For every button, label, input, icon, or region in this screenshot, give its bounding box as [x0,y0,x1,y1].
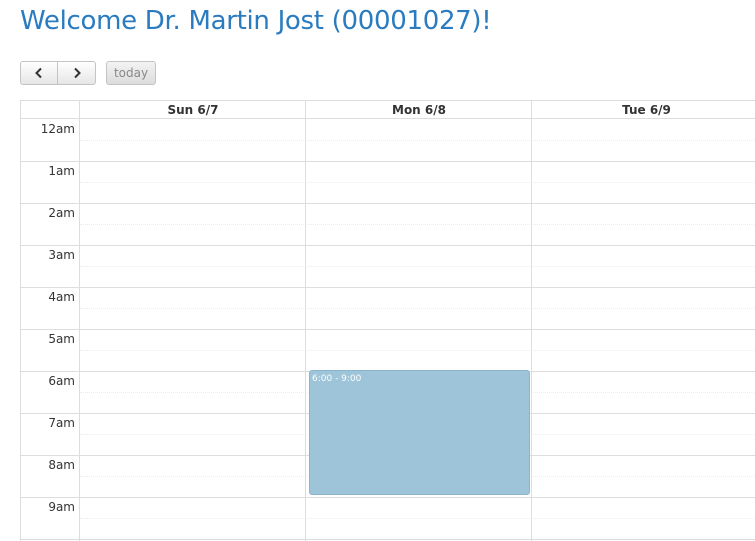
column-divider [79,119,80,541]
hour-divider [21,203,755,204]
hour-divider [21,161,755,162]
half-hour-divider [80,182,755,183]
time-label-8am: 8am [48,458,75,472]
half-hour-divider [80,140,755,141]
time-label-2am: 2am [48,206,75,220]
time-label-6am: 6am [48,374,75,388]
half-hour-divider [80,266,755,267]
half-hour-divider [80,224,755,225]
half-hour-divider [80,308,755,309]
time-label-5am: 5am [48,332,75,346]
half-hour-divider [80,518,755,519]
column-header-mon: Mon 6/8 [305,101,532,119]
column-header-sun: Sun 6/7 [79,101,306,119]
hour-divider [21,245,755,246]
calendar-time-grid: 12am 1am 2am 3am 4am 5am 6am 7am 8am 9am… [20,119,755,541]
calendar-header-row: Sun 6/7 Mon 6/8 Tue 6/9 [20,100,755,119]
time-label-12am: 12am [40,122,75,136]
hour-divider [21,539,755,540]
chevron-right-icon [73,67,81,79]
column-divider [531,119,532,541]
time-label-7am: 7am [48,416,75,430]
column-divider [305,119,306,541]
week-calendar: Sun 6/7 Mon 6/8 Tue 6/9 12am 1am 2a [20,100,755,541]
calendar-event[interactable]: 6:00 - 9:00 [309,370,530,495]
time-label-4am: 4am [48,290,75,304]
hour-divider [21,329,755,330]
time-label-1am: 1am [48,164,75,178]
chevron-left-icon [35,67,42,79]
column-header-tue: Tue 6/9 [531,101,755,119]
event-time: 6:00 - 9:00 [312,374,362,384]
time-label-9am: 9am [48,500,75,514]
half-hour-divider [80,350,755,351]
hour-divider [21,497,755,498]
page-title: Welcome Dr. Martin Jost (00001027)! [20,6,492,36]
next-button[interactable] [57,61,96,85]
prev-button[interactable] [20,61,58,85]
time-label-3am: 3am [48,248,75,262]
today-button[interactable]: today [106,61,156,85]
hour-divider [21,287,755,288]
